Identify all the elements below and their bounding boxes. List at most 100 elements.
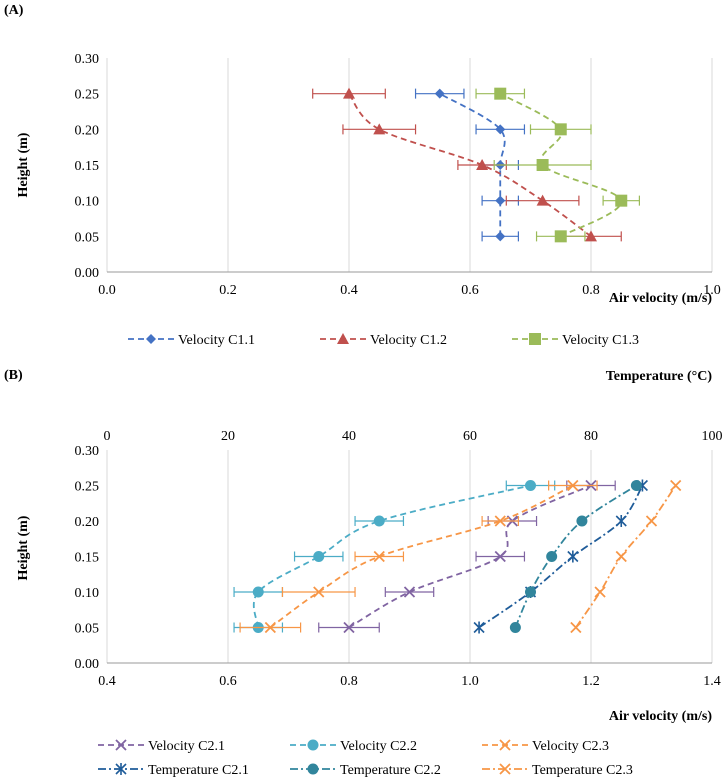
data-point — [645, 515, 658, 527]
x-tick-label: 1.4 — [703, 674, 721, 689]
panel-a-x-ticks: 0.0 0.2 0.4 0.6 0.8 1.0 — [98, 283, 721, 298]
data-point — [494, 87, 507, 100]
series-line — [252, 484, 531, 628]
data-point — [494, 550, 506, 563]
y-tick-label: 0.30 — [75, 444, 100, 459]
series-line — [499, 92, 623, 238]
data-point — [495, 124, 506, 135]
y-tick-label: 0.20 — [75, 123, 100, 138]
y-tick-label: 0.25 — [75, 480, 100, 495]
data-point — [576, 515, 588, 527]
legend-label: Temperature C2.1 — [148, 763, 249, 778]
series-temperature-c2-3 — [570, 479, 682, 634]
data-point — [343, 621, 355, 634]
y-tick-label: 0.15 — [75, 551, 100, 566]
panel-a-label: (A) — [4, 3, 24, 18]
data-point — [567, 479, 579, 492]
series-line — [514, 484, 637, 628]
panel-b-label: (B) — [4, 368, 23, 383]
y-tick-label: 0.10 — [75, 195, 100, 210]
panel-b-y-axis-label: Height (m) — [16, 515, 31, 580]
data-point — [373, 550, 385, 563]
data-point — [554, 123, 567, 136]
top-tick-label: 100 — [702, 429, 723, 444]
legend-item: Velocity C2.2 — [290, 739, 417, 754]
panel-a-y-axis-label: Height (m) — [16, 132, 31, 197]
legend-item: Velocity C2.1 — [98, 739, 225, 754]
data-point — [403, 586, 416, 598]
y-tick-label: 0.00 — [75, 266, 100, 281]
y-tick-label: 0.05 — [75, 622, 100, 637]
data-point — [373, 123, 386, 135]
panel-a-series — [312, 87, 640, 243]
legend-marker — [307, 763, 319, 775]
panel-b-series — [233, 479, 682, 634]
y-tick-label: 0.20 — [75, 515, 100, 530]
legend-marker — [146, 334, 156, 344]
x-tick-label: 0.4 — [98, 674, 116, 689]
data-point — [509, 622, 521, 633]
legend-item: Temperature C2.1 — [98, 763, 249, 778]
panel-b-x-axis-label: Air velocity (m/s) — [609, 709, 712, 724]
legend-marker — [499, 763, 511, 775]
panel-b-legend: Velocity C2.1 Velocity C2.2 Velocity C2.3 T… — [98, 739, 633, 778]
y-tick-label: 0.30 — [75, 52, 100, 67]
data-point — [585, 230, 597, 242]
y-tick-label: 0.25 — [75, 88, 100, 103]
series-velocity-c1-2 — [312, 87, 622, 242]
y-tick-label: 0.15 — [75, 159, 100, 174]
data-point — [525, 480, 536, 491]
legend-marker — [499, 739, 511, 751]
series-velocity-c2-2 — [233, 480, 556, 633]
data-point — [570, 621, 582, 634]
top-tick-label: 0 — [104, 429, 111, 444]
data-point — [252, 586, 264, 598]
data-point — [343, 87, 355, 99]
x-tick-label: 0.6 — [219, 674, 237, 689]
top-tick-label: 80 — [584, 429, 598, 444]
x-tick-label: 1.2 — [582, 674, 600, 689]
panel-b-top-ticks: 0 20 40 60 80 100 — [104, 429, 723, 444]
data-point — [264, 621, 276, 634]
x-tick-label: 0.0 — [98, 283, 116, 298]
panel-b-x-ticks: 0.4 0.6 0.8 1.0 1.2 1.4 — [98, 674, 721, 689]
data-point — [670, 479, 682, 492]
legend-label: Velocity C2.1 — [148, 739, 225, 754]
legend-marker — [337, 333, 349, 344]
data-point — [615, 550, 627, 563]
series-line — [269, 484, 574, 629]
x-tick-label: 0.2 — [219, 283, 237, 298]
legend-item: Temperature C2.3 — [482, 763, 633, 778]
data-point — [546, 551, 558, 562]
y-tick-label: 0.00 — [75, 657, 100, 672]
legend-item: Temperature C2.2 — [290, 763, 441, 778]
data-point — [567, 550, 579, 563]
panel-a-y-ticks: 0.00 0.05 0.10 0.15 0.20 0.25 0.30 — [75, 52, 100, 281]
data-point — [313, 586, 325, 598]
x-tick-label: 0.8 — [340, 674, 358, 689]
data-point — [495, 231, 506, 242]
y-tick-label: 0.10 — [75, 586, 100, 601]
legend-label: Temperature C2.3 — [532, 763, 633, 778]
x-tick-label: 0.8 — [582, 283, 600, 298]
panel-a-legend: Velocity C1.1 Velocity C1.2 Velocity C1.3 — [128, 333, 639, 348]
x-tick-label: 1.0 — [703, 283, 721, 298]
legend-label: Velocity C2.3 — [532, 739, 609, 754]
legend-marker — [529, 333, 541, 345]
series-velocity-c2-3 — [239, 479, 598, 634]
legend-marker — [115, 739, 127, 751]
top-tick-label: 60 — [463, 429, 477, 444]
y-tick-label: 0.05 — [75, 230, 100, 245]
legend-item: Velocity C2.3 — [482, 739, 609, 754]
series-velocity-c1-3 — [475, 87, 640, 243]
legend-label: Temperature C2.2 — [340, 763, 441, 778]
x-tick-label: 0.4 — [340, 283, 358, 298]
data-point — [495, 195, 506, 206]
panel-b-y-ticks: 0.00 0.05 0.10 0.15 0.20 0.25 0.30 — [75, 444, 100, 672]
legend-label: Velocity C2.2 — [340, 739, 417, 754]
panel-b: (B) Temperature (°C) 0.4 0.6 0.8 1.0 1.2 1.4 … — [4, 368, 723, 778]
data-point — [473, 621, 485, 634]
data-point — [525, 586, 536, 598]
data-point — [373, 515, 385, 527]
x-tick-label: 1.0 — [461, 674, 479, 689]
